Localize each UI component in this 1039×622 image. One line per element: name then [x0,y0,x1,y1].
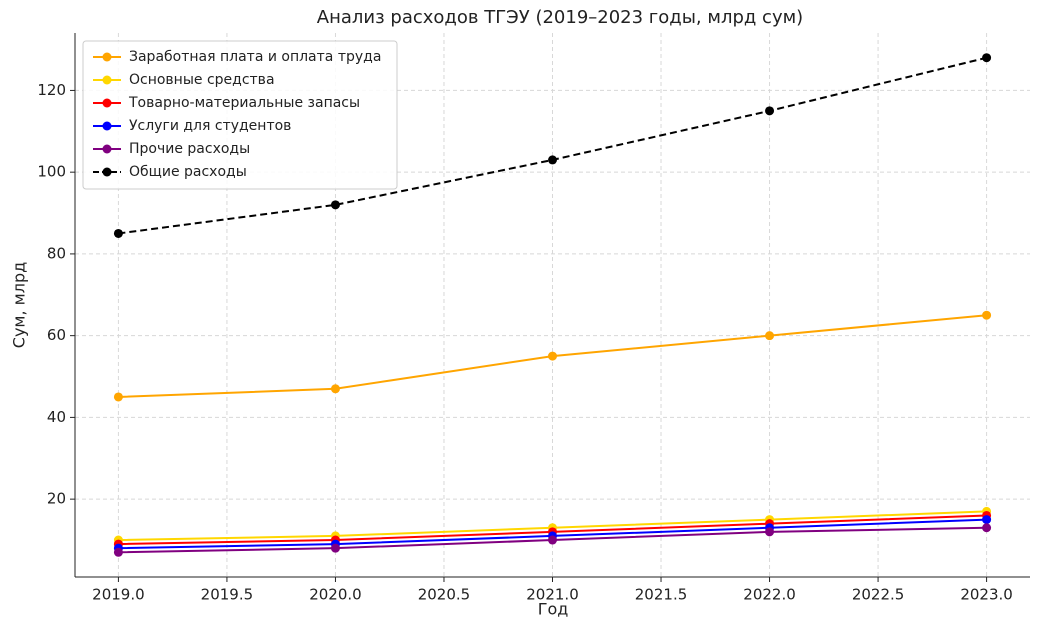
data-point [982,515,992,525]
legend-label: Основные средства [129,72,275,88]
legend-label: Общие расходы [129,164,247,180]
data-point [982,523,992,533]
legend-box [82,40,398,190]
y-tick-label: 40 [47,408,66,426]
y-tick-label: 80 [47,244,66,262]
y-tick-label: 60 [47,326,66,344]
legend-label: Заработная плата и оплата труда [129,49,381,65]
data-point [330,384,340,394]
data-point [765,331,775,341]
x-tick-label: 2020.5 [418,586,471,604]
legend-label: Товарно-материальные запасы [128,95,360,111]
data-point [548,155,557,165]
legend: Заработная плата и оплата труда Основные … [82,40,398,190]
x-tick-label: 2019.0 [92,586,145,604]
x-tick-label: 2020.0 [309,586,362,604]
legend-marker [102,121,112,131]
data-point [982,310,992,320]
x-tick-label: 2022.0 [743,586,796,604]
legend-marker [102,144,112,154]
legend-marker [102,52,112,62]
legend-marker [102,98,112,108]
x-tick-label: 2021.5 [635,586,688,604]
legend-label: Прочие расходы [129,141,250,157]
data-point [113,392,123,402]
data-point [113,228,123,238]
x-tick-label: 2021.0 [526,586,579,604]
data-point [765,527,775,537]
y-tick-label: 120 [37,81,66,99]
data-point [330,543,340,553]
data-point [982,53,992,63]
x-tick-label: 2022.5 [852,586,905,604]
data-point [765,106,775,116]
data-point [113,547,123,557]
chart-title: Анализ расходов ТГЭУ (2019–2023 годы, мл… [317,7,803,28]
y-tick-label: 20 [47,490,66,508]
y-axis-label: Сум, млрд [10,262,29,348]
x-tick-label: 2019.5 [201,586,254,604]
x-tick-label: 2023.0 [960,586,1013,604]
y-tick-label: 100 [37,163,66,181]
data-point [330,200,340,210]
x-axis-label: Год [538,600,569,619]
legend-label: Услуги для студентов [129,118,291,134]
legend-marker [102,167,112,177]
legend-marker [102,75,112,85]
data-point [548,351,557,361]
data-point [548,535,557,545]
